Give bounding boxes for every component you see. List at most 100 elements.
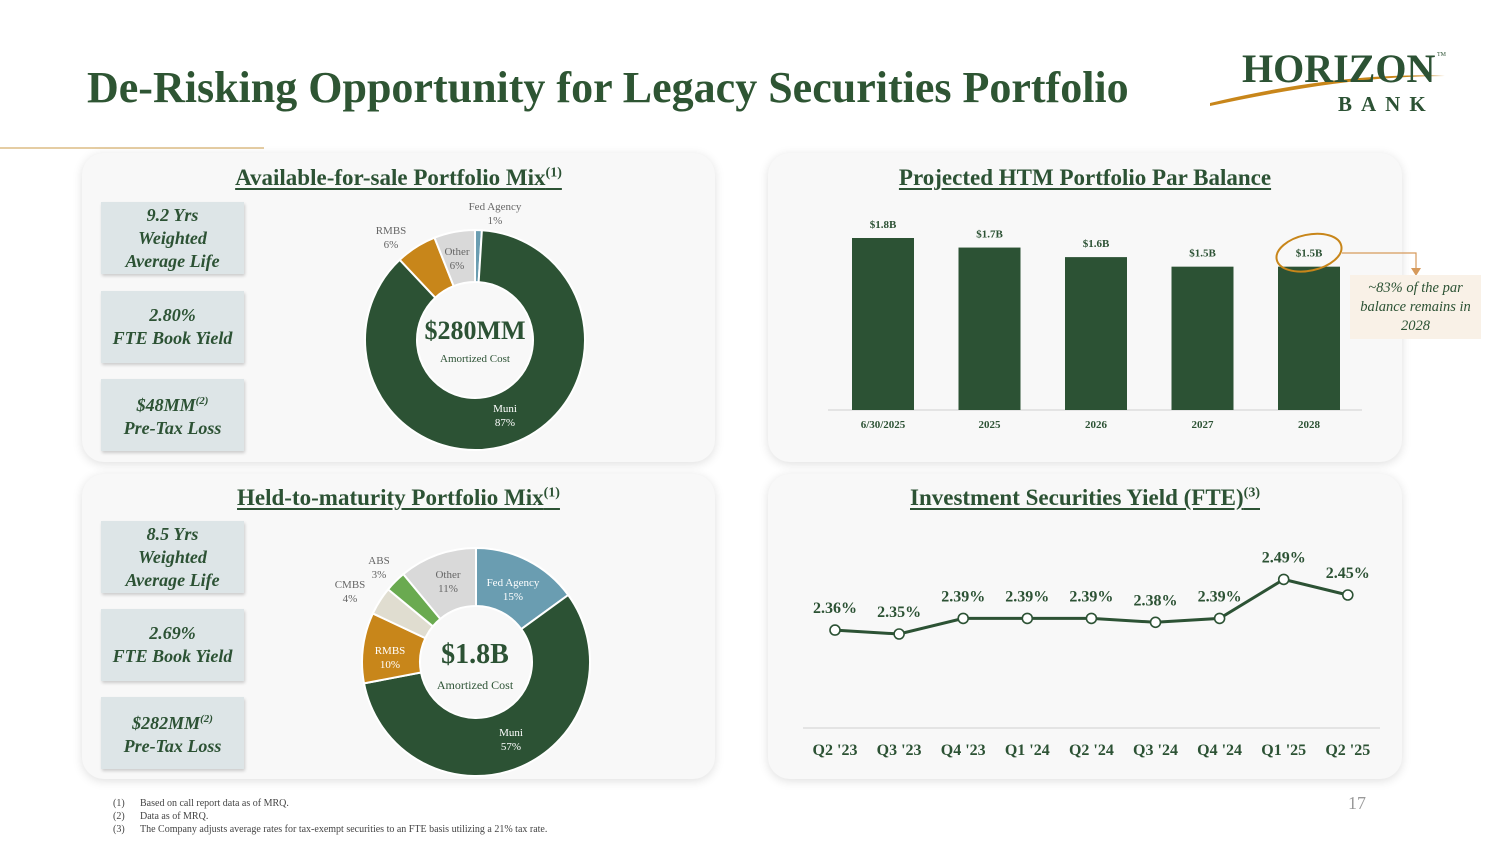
page-number: 17 bbox=[1348, 793, 1366, 813]
yield-category-8: Q2 '25 bbox=[1325, 742, 1370, 759]
logo-swoosh bbox=[1210, 75, 1445, 106]
afs-label-value-muni: 87% bbox=[495, 417, 515, 429]
yield-label-8: 2.45% bbox=[1326, 565, 1370, 582]
bar-category-3: 2027 bbox=[1192, 419, 1215, 431]
par-bar-chart: $1.8B 6/30/2025 $1.7B 2025 $1.6B 2026 $1.5B 202… bbox=[828, 219, 1362, 431]
yield-category-7: Q1 '25 bbox=[1261, 742, 1306, 759]
htm-label-name-other: Other bbox=[435, 569, 460, 581]
htm-label-value-cmbs: 4% bbox=[343, 593, 358, 605]
yield-point-4 bbox=[1085, 612, 1098, 625]
htm-stat-yield: 2.69% FTE Book Yield bbox=[101, 609, 244, 681]
afs-center-label: Amortized Cost bbox=[440, 353, 510, 365]
afs-slice-muni bbox=[364, 229, 586, 451]
htm-stat-loss: $282MM(2) Pre-Tax Loss bbox=[101, 697, 244, 769]
bar-2028 bbox=[1278, 266, 1340, 410]
afs-center-value: $280MM bbox=[424, 316, 525, 345]
yield-category-4: Q2 '24 bbox=[1069, 742, 1114, 759]
htm-label-value-other: 11% bbox=[438, 583, 458, 595]
afs-label-name-rmbs: RMBS bbox=[376, 225, 407, 237]
bar-2027 bbox=[1171, 266, 1234, 410]
yield-point-3 bbox=[1021, 612, 1034, 625]
htm-slices bbox=[361, 546, 591, 777]
afs-slice-other bbox=[433, 228, 476, 288]
yield-label-5: 2.38% bbox=[1134, 592, 1178, 609]
bar-label-2: $1.6B bbox=[1083, 238, 1110, 250]
bar-6-30-2025 bbox=[852, 238, 914, 410]
htm-center-label: Amortized Cost bbox=[437, 678, 514, 692]
htm-label-name-rmbs: RMBS bbox=[375, 645, 406, 657]
afs-donut-chart: $280MM Amortized Cost Fed Agency 1% Muni 87… bbox=[364, 201, 586, 451]
page-title: De-Risking Opportunity for Legacy Securi… bbox=[87, 63, 1129, 112]
htm-label-name-fed-agency: Fed Agency bbox=[487, 577, 540, 589]
footnote-2: (2) Data as of MRQ. bbox=[113, 811, 209, 822]
bar-label-1: $1.7B bbox=[976, 229, 1003, 241]
afs-stat-wal: 9.2 Yrs Weighted Average Life bbox=[101, 202, 244, 274]
afs-label-name-fed-agency: Fed Agency bbox=[469, 201, 522, 213]
htm-title: Held-to-maturity Portfolio Mix(1) bbox=[237, 485, 560, 510]
bar-category-1: 2025 bbox=[979, 419, 1002, 431]
bar-label-3: $1.5B bbox=[1189, 248, 1216, 260]
yield-label-6: 2.39% bbox=[1198, 588, 1242, 605]
htm-donut-chart: $1.8B Amortized Cost Fed Agency 15% Muni 57… bbox=[335, 546, 591, 777]
title-divider bbox=[0, 147, 264, 149]
bar-category-2: 2026 bbox=[1085, 419, 1108, 431]
yield-point-6 bbox=[1213, 612, 1226, 625]
afs-stat-yield: 2.80% FTE Book Yield bbox=[101, 291, 244, 363]
afs-center: $280MM Amortized Cost bbox=[424, 316, 525, 365]
htm-label-name-muni: Muni bbox=[499, 727, 523, 739]
htm-label-value-muni: 57% bbox=[501, 741, 521, 753]
par-callout: ~83% of the par balance remains in 2028 bbox=[1350, 275, 1481, 339]
logo-sub: BANK bbox=[1338, 92, 1435, 116]
afs-stat-loss: $48MM(2) Pre-Tax Loss bbox=[101, 379, 244, 451]
htm-label-name-abs: ABS bbox=[368, 555, 389, 567]
htm-label-value-rmbs: 10% bbox=[380, 659, 400, 671]
htm-center-value: $1.8B bbox=[441, 639, 509, 670]
yield-line-chart: 2.36% Q2 '23 2.35% Q3 '23 2.39% Q4 '23 2.39% Q1… bbox=[803, 549, 1380, 759]
afs-label-value-other: 6% bbox=[450, 260, 465, 272]
htm-slice-muni bbox=[362, 593, 591, 777]
htm-slice-other bbox=[401, 546, 477, 621]
bar-2026 bbox=[1065, 257, 1127, 410]
afs-title: Available-for-sale Portfolio Mix(1) bbox=[235, 165, 562, 190]
yield-label-4: 2.39% bbox=[1069, 588, 1113, 605]
bar-highlight-circle bbox=[1275, 232, 1343, 273]
footnote-3: (3) The Company adjusts average rates for… bbox=[113, 824, 548, 835]
htm-label-value-abs: 3% bbox=[372, 569, 387, 581]
yield-point-5 bbox=[1149, 616, 1162, 629]
yield-label-1: 2.35% bbox=[877, 604, 921, 621]
htm-center: $1.8B Amortized Cost bbox=[437, 639, 514, 692]
logo-name: HORIZON bbox=[1242, 46, 1435, 91]
yield-label-3: 2.39% bbox=[1005, 588, 1049, 605]
yield-point-7 bbox=[1277, 573, 1290, 586]
yield-category-0: Q2 '23 bbox=[813, 742, 858, 759]
afs-label-value-fed-agency: 1% bbox=[488, 215, 503, 227]
htm-stat-wal: 8.5 Yrs Weighted Average Life bbox=[101, 521, 244, 593]
yield-label-7: 2.49% bbox=[1262, 549, 1306, 566]
footnotes: (1) Based on call report data as of MRQ. … bbox=[113, 797, 547, 836]
afs-slices bbox=[364, 228, 586, 451]
par-title: Projected HTM Portfolio Par Balance bbox=[898, 165, 1272, 190]
bar-label-4: $1.5B bbox=[1296, 248, 1323, 260]
bar-category-0: 6/30/2025 bbox=[861, 419, 906, 431]
yield-category-6: Q4 '24 bbox=[1197, 742, 1242, 759]
yield-category-5: Q3 '24 bbox=[1133, 742, 1178, 759]
afs-label-name-other: Other bbox=[444, 246, 469, 258]
yield-label-0: 2.36% bbox=[813, 600, 857, 617]
horizon-bank-logo: HORIZON TM BANK bbox=[1210, 46, 1447, 116]
footnote-1: (1) Based on call report data as of MRQ. bbox=[113, 798, 289, 809]
yield-category-3: Q1 '24 bbox=[1005, 742, 1050, 759]
logo-tm: TM bbox=[1437, 52, 1447, 58]
yield-point-0 bbox=[829, 624, 841, 636]
yield-category-2: Q4 '23 bbox=[941, 742, 986, 759]
bar-category-4: 2028 bbox=[1298, 419, 1321, 431]
yield-point-2 bbox=[957, 612, 969, 625]
bar-2025 bbox=[958, 247, 1021, 410]
yield-point-1 bbox=[893, 628, 905, 640]
callout-arrow bbox=[1342, 252, 1421, 276]
afs-label-name-muni: Muni bbox=[493, 403, 517, 415]
htm-label-value-fed-agency: 15% bbox=[503, 591, 523, 603]
yield-point-8 bbox=[1341, 589, 1354, 601]
afs-label-value-rmbs: 6% bbox=[384, 239, 399, 251]
yield-category-1: Q3 '23 bbox=[877, 742, 922, 759]
yield-label-2: 2.39% bbox=[941, 588, 985, 605]
